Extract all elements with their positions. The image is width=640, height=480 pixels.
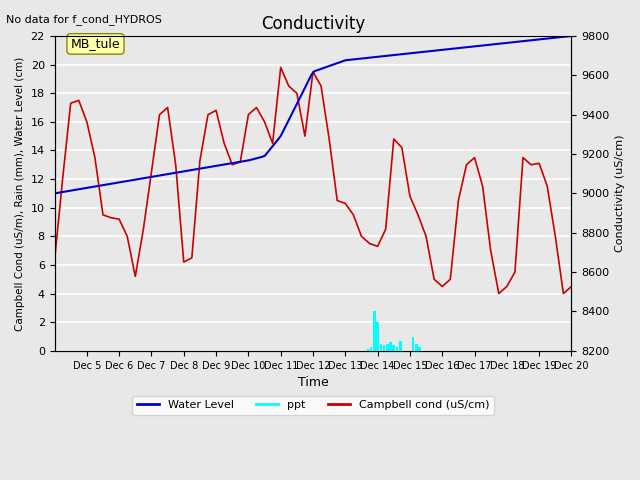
Bar (367, 349, 369, 351)
Bar (380, 344, 382, 351)
Bar (386, 344, 388, 351)
Bar (412, 336, 415, 351)
Bar (419, 347, 421, 351)
Bar (370, 347, 372, 351)
Bar (376, 322, 379, 351)
X-axis label: Time: Time (298, 376, 328, 389)
Bar (373, 311, 376, 351)
Bar (383, 345, 385, 351)
Legend: Water Level, ppt, Campbell cond (uS/cm): Water Level, ppt, Campbell cond (uS/cm) (132, 396, 494, 415)
Bar (399, 341, 401, 351)
Bar (415, 344, 418, 351)
Text: MB_tule: MB_tule (70, 37, 120, 50)
Title: Conductivity: Conductivity (261, 15, 365, 33)
Y-axis label: Campbell Cond (uS/m), Rain (mm), Water Level (cm): Campbell Cond (uS/m), Rain (mm), Water L… (15, 56, 25, 331)
Y-axis label: Conductivity (uS/cm): Conductivity (uS/cm) (615, 135, 625, 252)
Bar (389, 342, 392, 351)
Bar (396, 347, 398, 351)
Text: No data for f_cond_HYDROS: No data for f_cond_HYDROS (6, 14, 163, 25)
Bar (392, 345, 395, 351)
